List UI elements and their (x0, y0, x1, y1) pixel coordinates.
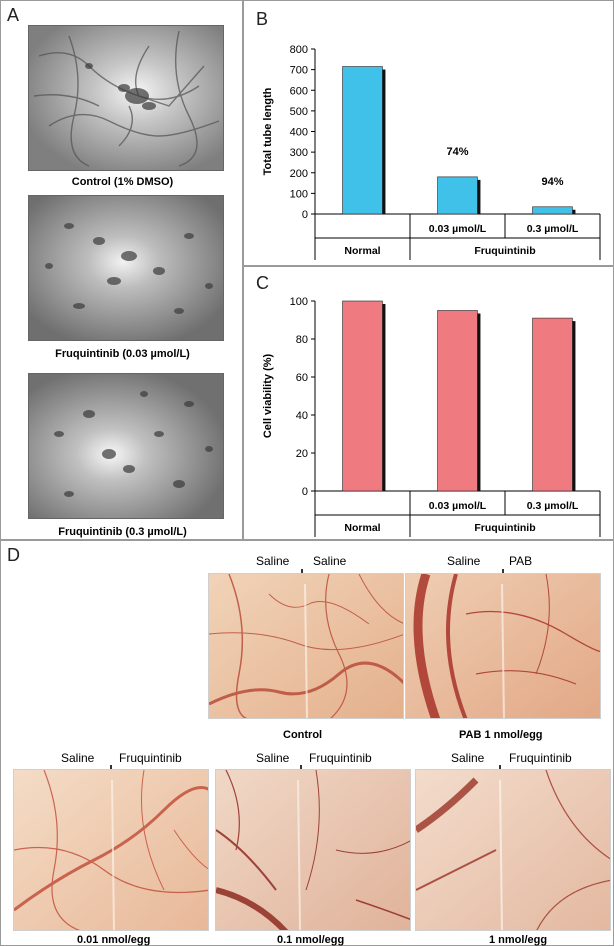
y-tick-label: 100 (290, 296, 308, 308)
cam-1-right-label: Fruquintinib (509, 751, 572, 765)
cam-01-image (215, 769, 411, 931)
cam-control-caption: Control (283, 729, 323, 741)
cam-pab-right-label: PAB (509, 554, 533, 568)
cam-01-caption: 0.1 nmol/egg (277, 934, 345, 946)
bar (342, 66, 383, 215)
micrograph-fruquintinib-003-image (29, 196, 223, 340)
cam-control-right-label: Saline (313, 554, 347, 568)
y-axis-label: Total tube length (262, 87, 274, 175)
caption-fruquintinib-03: Fruquintinib (0.3 µmol/L) (58, 526, 187, 538)
bar-data-label: 94% (541, 176, 563, 188)
category-label: 0.3 µmol/L (527, 223, 579, 235)
tube-length-chart: Total tube length 0 100 200 300 400 500 600 700 8… (262, 44, 601, 260)
bar-data-label: 74% (446, 146, 468, 158)
cam-001-right-label: Fruquintinib (119, 751, 182, 765)
panel-b-label: B (256, 9, 269, 29)
category-label: Normal (344, 245, 380, 257)
y-tick-label: 100 (290, 188, 308, 200)
micrograph-fruquintinib-03-image (29, 374, 223, 518)
bar (532, 317, 573, 492)
cam-pab-left-label: Saline (447, 554, 481, 568)
micrograph-control (28, 25, 224, 171)
y-tick-label: 80 (296, 334, 308, 346)
cam-001-image (13, 769, 209, 931)
y-tick-label: 700 (290, 65, 308, 77)
cam-pab-caption: PAB 1 nmol/egg (459, 729, 543, 741)
y-tick-label: 0 (302, 209, 308, 221)
y-tick-label: 800 (290, 44, 308, 56)
cam-01-left-label: Saline (256, 751, 290, 765)
y-tick-label: 200 (290, 168, 308, 180)
caption-fruquintinib-003: Fruquintinib (0.03 µmol/L) (55, 348, 190, 360)
cam-1-left-label: Saline (451, 751, 485, 765)
y-tick-label: 600 (290, 85, 308, 97)
bar (437, 310, 478, 492)
y-tick-label: 300 (290, 147, 308, 159)
category-label: 0.03 µmol/L (429, 223, 487, 235)
cam-1-image (415, 769, 611, 931)
micrograph-fruquintinib-03 (28, 373, 224, 519)
y-tick-label: 20 (296, 448, 308, 460)
y-axis-label: Cell viability (%) (262, 353, 274, 438)
category-label: 0.3 µmol/L (527, 500, 579, 512)
cam-control-left-label: Saline (256, 554, 290, 568)
panel-c-label: C (256, 273, 269, 293)
category-label: Normal (344, 522, 380, 534)
y-tick-label: 40 (296, 410, 308, 422)
bar (437, 176, 478, 215)
y-tick-label: 400 (290, 127, 308, 139)
micrograph-fruquintinib-003 (28, 195, 224, 341)
y-tick-label: 60 (296, 372, 308, 384)
y-tick-label: 0 (302, 486, 308, 498)
bar (532, 206, 573, 215)
category-label: 0.03 µmol/L (429, 500, 487, 512)
caption-control: Control (1% DMSO) (71, 176, 174, 188)
panel-c: C Cell viability (%) 0 20 40 60 80 100 Normal 0.… (243, 266, 614, 540)
panel-b: B Total tube length 0 100 200 300 400 500 600 70… (243, 0, 614, 266)
cam-001-caption: 0.01 nmol/egg (77, 934, 151, 946)
bar (342, 300, 383, 492)
cam-001-left-label: Saline (61, 751, 95, 765)
cam-pab-image (405, 573, 601, 719)
group-label: Fruquintinib (474, 245, 535, 257)
micrograph-control-image (29, 26, 223, 170)
cam-01-right-label: Fruquintinib (309, 751, 372, 765)
panel-d-label: D (7, 545, 20, 565)
cam-1-caption: 1 nmol/egg (489, 934, 548, 946)
panel-d: D Saline Saline Contro (0, 540, 614, 946)
panel-a: A (0, 0, 243, 540)
cam-control-image (208, 573, 404, 719)
panel-a-label: A (7, 5, 20, 25)
group-label: Fruquintinib (474, 522, 535, 534)
y-tick-label: 500 (290, 106, 308, 118)
cell-viability-chart: Cell viability (%) 0 20 40 60 80 100 Normal 0.03… (262, 296, 601, 537)
